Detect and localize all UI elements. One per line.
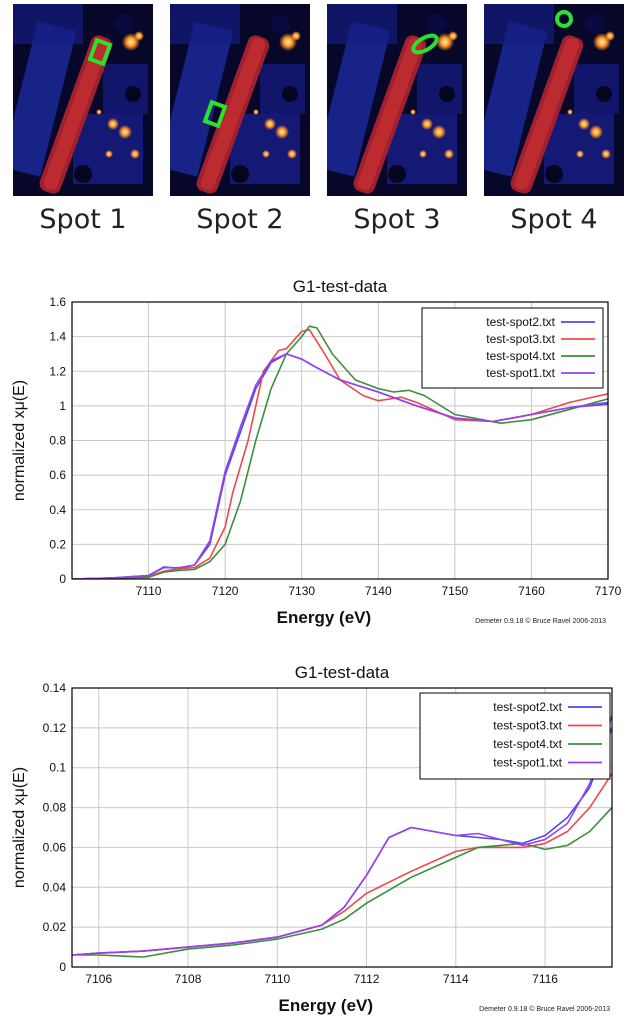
x-tick-label: 7120 [212, 584, 239, 598]
spot-2-marker [202, 99, 228, 129]
credit-text: Demeter 0.9.18 © Bruce Ravel 2006-2013 [479, 1005, 610, 1013]
x-tick-label: 7150 [442, 584, 469, 598]
series-line-test-spot3 [72, 773, 612, 956]
spot-2-map [170, 4, 310, 196]
spot-3-marker [411, 33, 439, 55]
series-line-test-spot1 [72, 715, 612, 956]
x-tick-label: 7170 [595, 584, 622, 598]
x-tick-label: 7160 [518, 584, 545, 598]
chart-title: G1-test-data [295, 663, 390, 682]
y-tick-label: 0.1 [49, 761, 66, 775]
credit-text: Demeter 0.9.18 © Bruce Ravel 2006-2013 [475, 617, 606, 625]
legend-label: test-spot1.txt [486, 366, 555, 380]
y-tick-label: 0.06 [43, 840, 67, 854]
x-tick-label: 7112 [354, 972, 380, 986]
x-tick-label: 7114 [443, 972, 469, 986]
legend-label: test-spot3.txt [486, 332, 555, 346]
spot-4-label: Spot 4 [510, 204, 598, 235]
y-tick-label: 1.6 [49, 295, 66, 309]
legend-label: test-spot4.txt [486, 349, 555, 363]
legend-label: test-spot4.txt [493, 737, 562, 751]
y-tick-label: 1 [59, 399, 66, 413]
series-line-test-spot4 [72, 807, 612, 958]
x-axis-label: Energy (eV) [279, 996, 373, 1015]
series-group [72, 715, 612, 958]
y-tick-label: 1.4 [49, 330, 66, 344]
spot-2-image [170, 4, 310, 196]
spot-1-map [13, 4, 153, 196]
spot-3-map [327, 4, 467, 196]
spot-2-label: Spot 2 [196, 204, 284, 235]
y-axis-label: normalized xμ(E) [11, 380, 28, 501]
series-group [72, 325, 608, 579]
x-tick-label: 7116 [532, 972, 558, 986]
legend-label: test-spot3.txt [493, 719, 562, 733]
spot-4-image [484, 4, 624, 196]
y-tick-label: 0 [59, 572, 66, 586]
y-axis-label: normalized xμ(E) [11, 767, 28, 888]
y-tick-label: 1.2 [49, 364, 66, 378]
y-tick-label: 0.04 [43, 880, 67, 894]
y-tick-label: 0.12 [43, 721, 67, 735]
y-tick-label: 0.8 [49, 434, 66, 448]
spot-1-marker [87, 37, 113, 67]
chart-pre-edge-svg: G1-test-data 7106 7108 7110 7112 7114 7116 0 0.0… [11, 663, 613, 1015]
spot-4-marker [555, 10, 573, 28]
spot-images-row: Spot 1 Spot 2 Spot 3 Spot 4 [0, 0, 630, 250]
x-tick-label: 7130 [288, 584, 315, 598]
spot-1-image [13, 4, 153, 196]
series-line-test-spot4 [72, 325, 608, 579]
x-tick-label: 7106 [85, 972, 112, 986]
chart-full-range-svg: G1-test-data 7110 7120 7130 7140 7150 7160 7170… [11, 277, 622, 627]
spot-3-image [327, 4, 467, 196]
y-tick-label: 0 [59, 960, 66, 974]
legend-label: test-spot2.txt [493, 700, 562, 714]
y-tick-label: 0.14 [43, 681, 67, 695]
x-tick-label: 7140 [365, 584, 392, 598]
x-tick-label: 7108 [175, 972, 202, 986]
chart-title: G1-test-data [293, 277, 388, 296]
spot-3-label: Spot 3 [353, 204, 441, 235]
legend-label: test-spot1.txt [493, 756, 562, 770]
plot-frame [71, 301, 609, 580]
y-tick-label: 0.2 [49, 537, 66, 551]
plot-frame [71, 687, 613, 968]
x-tick-label: 7110 [264, 972, 290, 986]
y-tick-label: 0.08 [43, 801, 67, 815]
spot-1-label: Spot 1 [39, 204, 127, 235]
y-tick-label: 0.4 [49, 503, 66, 517]
legend-label: test-spot2.txt [486, 315, 555, 329]
x-axis-label: Energy (eV) [277, 608, 371, 627]
chart-pre-edge: G1-test-data 7106 7108 7110 7112 7114 7116 0 0.0… [0, 656, 630, 1034]
chart-full-range: G1-test-data 7110 7120 7130 7140 7150 7160 7170… [0, 262, 630, 640]
y-tick-label: 0.6 [49, 468, 66, 482]
x-tick-label: 7110 [136, 584, 162, 598]
y-tick-label: 0.02 [43, 920, 67, 934]
series-line-test-spot1 [72, 353, 608, 579]
spot-4-map [484, 4, 624, 196]
